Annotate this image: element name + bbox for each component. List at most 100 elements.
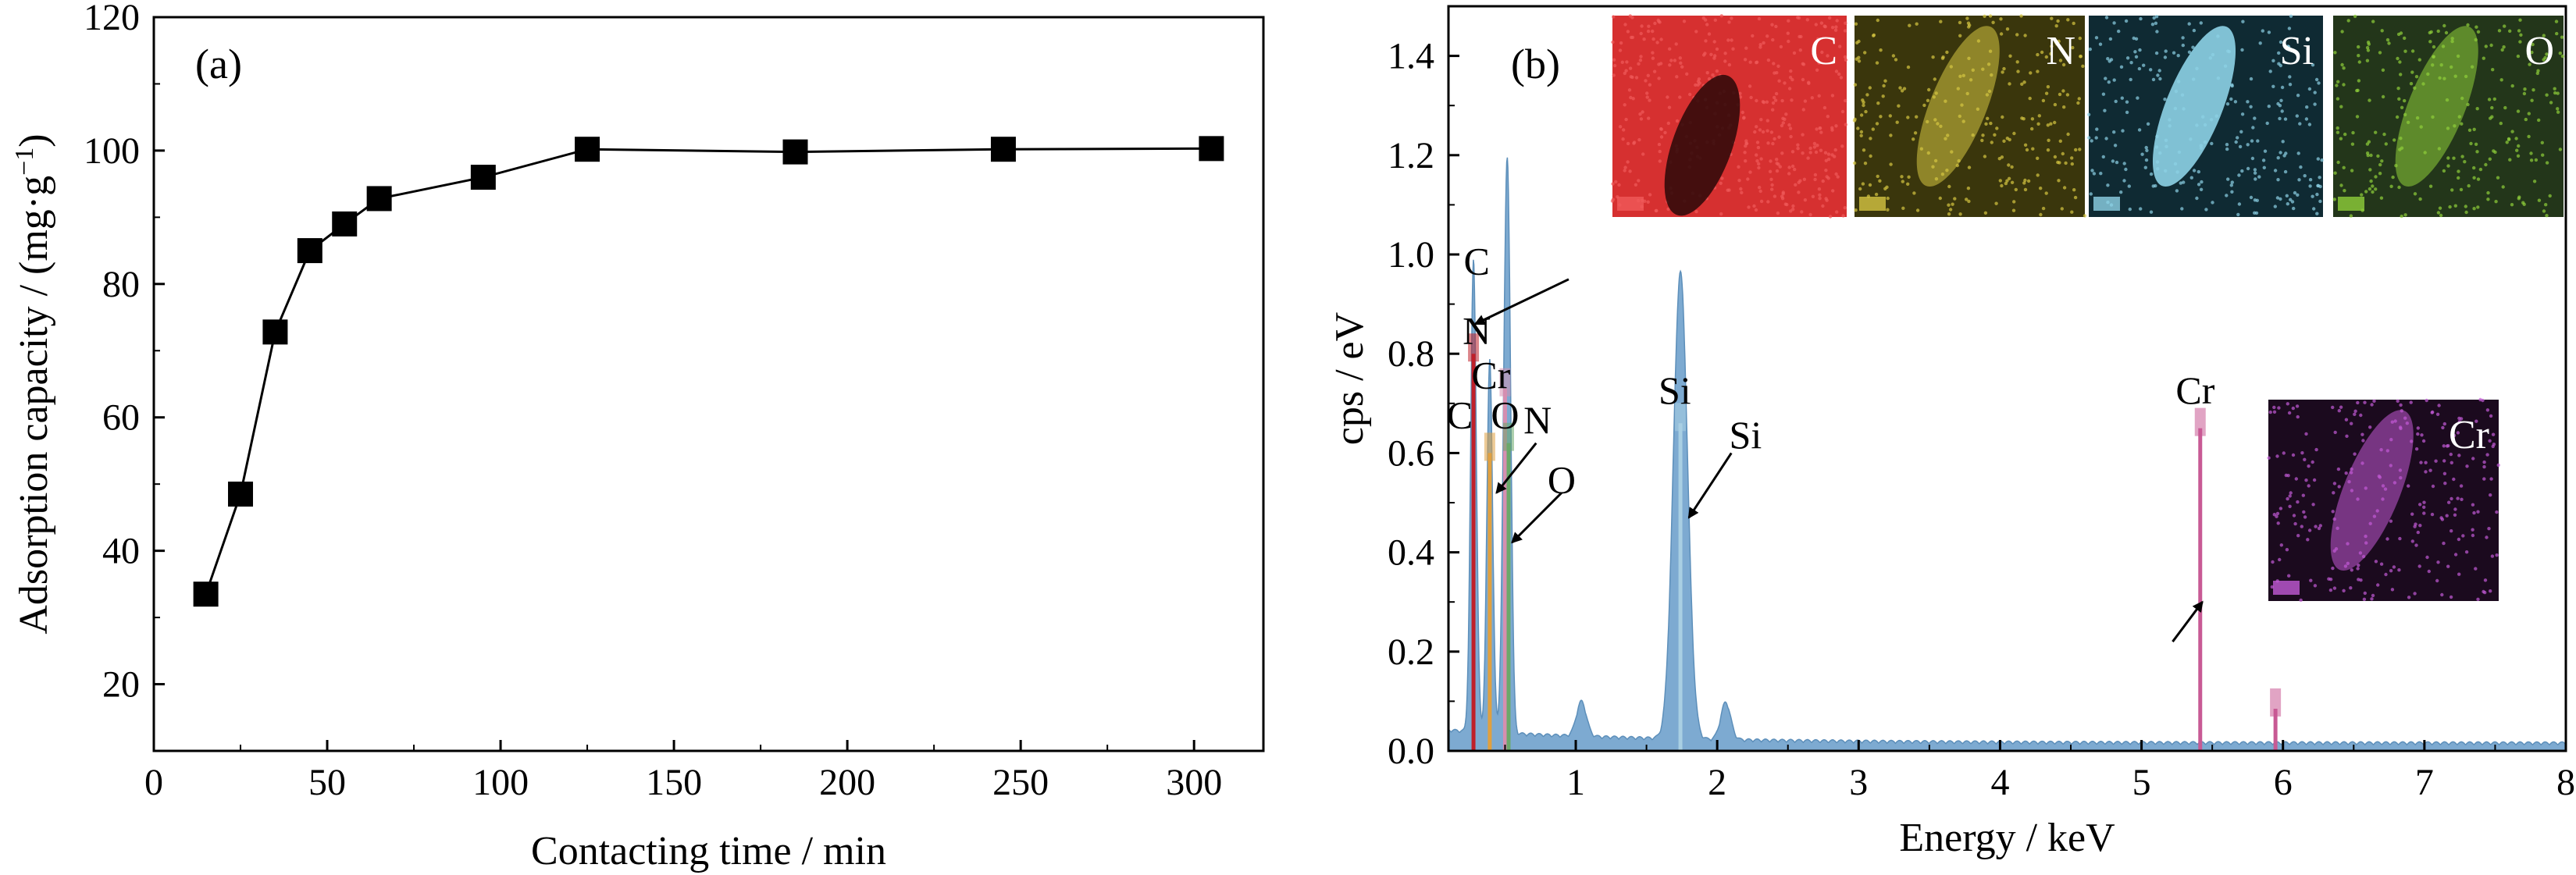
element-map-dot [2516,109,2521,113]
element-map-dot [2360,432,2364,436]
element-map-dot [2418,503,2422,507]
element-map-dot [1941,55,1945,59]
element-map-dot [2420,433,2424,437]
element-map-dot [1915,208,1920,212]
element-map-dot [2436,211,2441,215]
element-map-dot [2487,98,2492,101]
element-map-dot [2545,93,2549,97]
element-map-dot [2285,194,2289,197]
data-point [193,582,219,607]
element-map-dot [1783,117,1787,121]
element-map-dot [2288,83,2293,87]
element-map-dot [2257,175,2261,179]
element-map-label: O [2524,29,2554,73]
element-map-dot [2495,510,2499,514]
element-map-dot [1988,14,1993,18]
element-map-dot [2295,404,2300,408]
element-map-dot [1757,162,1761,166]
element-map-dot [2278,197,2282,201]
element-map-dot [2446,564,2450,568]
element-map-dot [2368,168,2372,172]
element-map-dot [1648,98,1651,102]
element-map-dot [2056,19,2060,23]
element-map-dot [1744,141,1748,145]
element-map-dot [2456,431,2460,435]
annotation-arrow [1511,492,1562,544]
element-map-dot [1865,93,1869,97]
element-map-dot [1657,76,1661,80]
element-map-dot [2053,120,2057,125]
element-map-dot [1737,165,1740,169]
element-map-dot [1801,151,1805,155]
element-map-dot [1790,150,1795,154]
element-map-dot [2010,180,2015,184]
element-map-dot [2090,169,2094,173]
element-map-dot [2440,592,2444,597]
element-map-dot [2407,596,2411,599]
element-map-dot [2542,209,2546,213]
element-map-dot [1701,53,1706,57]
element-map-dot [2439,213,2443,218]
element-map-dot [2518,40,2522,44]
element-map-dot [2304,432,2308,436]
element-map-dot [1790,164,1795,169]
element-map-dot [2211,201,2214,205]
element-map-dot [1844,123,1847,126]
element-map-dot [1994,201,1998,205]
element-map-dot [1765,100,1769,104]
element-map-dot [1863,51,1867,55]
element-map-dot [1927,87,1931,92]
element-map-dot [2357,54,2360,58]
element-map-dot [2230,180,2234,184]
element-map-dot [1646,29,1651,34]
element-map-dot [2002,139,2006,143]
element-map-dot [2265,121,2269,126]
element-map-dot [1758,189,1762,194]
element-map-dot [2496,176,2500,180]
element-map-dot [2132,36,2136,41]
element-map-dot [1933,77,1936,81]
element-map-dot [2459,187,2464,192]
element-map-dot [1881,94,1885,98]
element-map-dot [1806,156,1810,160]
element-map-dot [2293,521,2297,526]
element-map-dot [1816,37,1820,41]
element-map-dot [2261,29,2264,33]
element-map-dot [2128,207,2132,212]
element-map-dot [1744,159,1748,163]
element-map-dot [1885,185,1889,189]
element-map-dot [1879,115,1883,119]
element-map-dot [1766,200,1770,204]
element-map-dot [2044,91,2049,95]
element-map-dot [2449,595,2453,599]
element-map-dot [2276,521,2280,525]
element-map-dot [2275,511,2280,516]
element-map-dot [1727,62,1732,67]
element-map-dot [2083,214,2087,218]
element-map-dot [1628,66,1633,70]
element-map-dot [1612,15,1616,19]
element-map-dot [1966,187,1971,190]
element-map-dot [2125,56,2130,60]
element-map-dot [1720,176,1724,180]
element-map-dot [2307,464,2311,468]
element-map-dot [2333,171,2337,175]
element-map-dot [2332,197,2336,201]
element-map-dot [2078,36,2082,41]
element-map-dot [2328,588,2333,592]
element-map-dot [2530,50,2534,55]
element-map-dot [2417,564,2421,568]
x-tick-label: 100 [472,762,529,803]
element-map-dot [1780,98,1784,103]
element-map-dot [2442,459,2446,463]
element-map-dot [2036,52,2040,57]
element-map-dot [1678,56,1682,60]
element-map-dot [2145,148,2149,152]
element-map-dot [1769,159,1773,163]
element-map-dot [1802,177,1807,181]
element-map-dot [1623,165,1627,169]
element-map-dot [2444,30,2449,35]
element-map-dot [1780,123,1784,128]
element-map-dot [1990,140,1993,144]
element-map-label: Si [2280,29,2314,73]
